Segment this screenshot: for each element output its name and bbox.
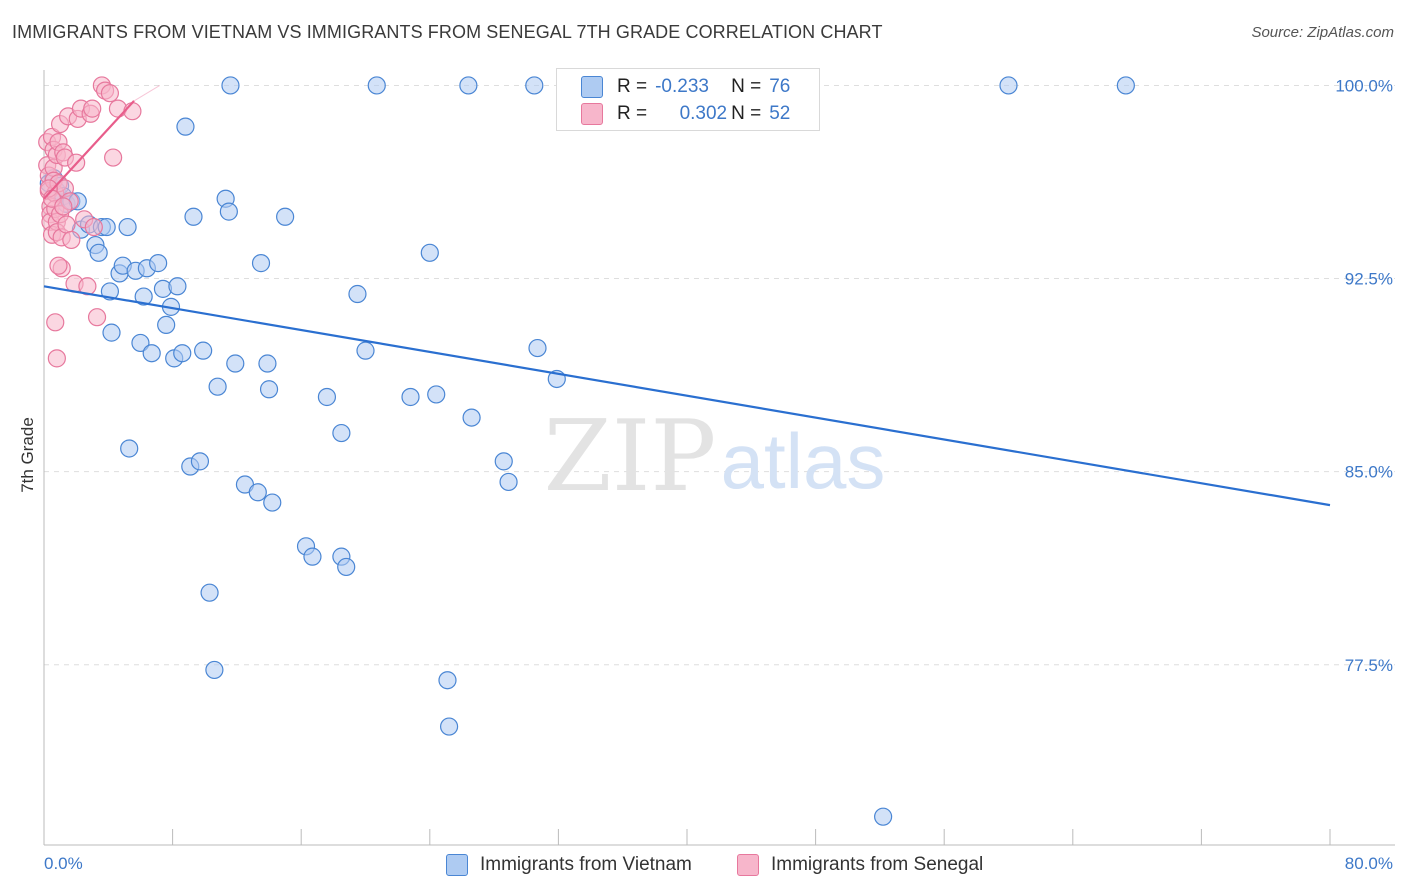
point-vietnam <box>134 287 153 306</box>
legend-r-value-senegal: 0.302 <box>679 103 728 124</box>
point-vietnam <box>999 76 1018 95</box>
tick-label-layer: 77.5% 85.0% 92.5% 100.0% 0.0% 80.0% <box>44 76 1393 873</box>
x-tick-label: 80.0% <box>1345 854 1393 873</box>
point-senegal <box>100 84 120 103</box>
point-senegal <box>54 197 73 216</box>
point-vietnam <box>348 284 367 304</box>
legend-r-value-vietnam: -0.233 <box>655 76 709 97</box>
point-senegal <box>49 256 68 275</box>
bottom-legend-swatch-vietnam <box>446 854 468 876</box>
grid-layer <box>44 84 1395 666</box>
point-vietnam <box>525 76 544 95</box>
watermark-atlas: atlas <box>721 417 886 505</box>
point-vietnam <box>205 660 224 680</box>
bottom-legend-label-senegal: Immigrants from Senegal <box>771 854 984 875</box>
point-vietnam <box>420 243 439 262</box>
legend-swatch-senegal <box>581 103 603 125</box>
point-vietnam <box>142 344 161 363</box>
trend-layer <box>43 85 1331 507</box>
point-vietnam <box>259 380 279 399</box>
bottom-legend-swatch-senegal <box>737 854 759 876</box>
point-vietnam <box>89 243 108 262</box>
stats-legend: R = -0.233 N = 76 R = 0.302 N = 52 <box>556 68 820 131</box>
point-vietnam <box>356 341 375 360</box>
point-vietnam <box>149 254 168 273</box>
point-vietnam <box>184 207 203 226</box>
legend-n-label: N = <box>731 76 762 97</box>
point-vietnam <box>251 254 271 273</box>
point-vietnam <box>528 338 547 358</box>
point-vietnam <box>1116 76 1135 95</box>
bottom-legend-senegal: Immigrants from Senegal <box>737 852 983 878</box>
point-vietnam <box>499 472 518 492</box>
point-senegal <box>87 308 107 327</box>
point-vietnam <box>462 408 481 427</box>
point-vietnam <box>303 547 322 566</box>
point-senegal <box>47 349 66 368</box>
bottom-legend-vietnam: Immigrants from Vietnam <box>446 852 692 878</box>
point-vietnam <box>337 557 356 577</box>
watermark: ZIP atlas <box>544 400 886 514</box>
y-tick-label: 77.5% <box>1345 656 1393 675</box>
point-senegal <box>57 215 76 234</box>
point-vietnam <box>194 341 213 360</box>
point-vietnam <box>157 315 176 335</box>
point-vietnam <box>190 452 210 471</box>
legend-swatch-vietnam <box>581 76 603 98</box>
point-vietnam <box>367 76 386 95</box>
legend-row-vietnam: R = -0.233 N = 76 <box>581 74 790 100</box>
point-senegal <box>123 102 142 121</box>
point-vietnam <box>438 671 457 690</box>
point-vietnam <box>276 207 295 226</box>
legend-n-label: N = <box>731 103 762 124</box>
legend-row-senegal: R = 0.302 N = 52 <box>581 101 790 127</box>
point-vietnam <box>226 354 245 373</box>
trendline-senegal-extension <box>133 85 160 102</box>
point-vietnam <box>168 277 187 296</box>
point-vietnam <box>176 117 195 136</box>
point-vietnam <box>317 387 337 407</box>
point-senegal <box>62 230 81 250</box>
point-vietnam <box>131 333 150 353</box>
point-vietnam <box>221 76 240 95</box>
point-vietnam <box>258 354 277 373</box>
point-vietnam <box>120 439 139 458</box>
legend-n-value-vietnam: 76 <box>769 76 791 97</box>
point-vietnam <box>263 493 282 512</box>
point-senegal <box>84 217 103 237</box>
points-layer <box>38 76 1135 826</box>
point-vietnam <box>427 385 446 404</box>
point-vietnam <box>200 583 219 602</box>
x-tick-label: 0.0% <box>44 854 83 873</box>
y-tick-label: 85.0% <box>1345 463 1393 482</box>
point-senegal <box>104 148 123 167</box>
point-senegal <box>46 313 65 332</box>
y-tick-label: 92.5% <box>1345 270 1393 289</box>
bottom-legend-label-vietnam: Immigrants from Vietnam <box>480 854 692 875</box>
point-vietnam <box>494 452 513 471</box>
legend-r-label: R = <box>617 103 648 124</box>
legend-r-label: R = <box>617 76 648 97</box>
trendline-senegal <box>43 100 135 200</box>
legend-n-value-senegal: 52 <box>769 103 791 124</box>
point-vietnam <box>248 483 267 502</box>
chart-title: IMMIGRANTS FROM VIETNAM VS IMMIGRANTS FR… <box>12 22 883 42</box>
point-vietnam <box>459 76 478 95</box>
point-senegal <box>83 99 102 118</box>
watermark-zip: ZIP <box>544 400 717 514</box>
point-vietnam <box>219 202 238 221</box>
point-vietnam <box>874 807 893 826</box>
y-tick-label: 100.0% <box>1335 76 1393 95</box>
point-vietnam <box>173 344 192 363</box>
axis-layer <box>43 70 1395 846</box>
point-vietnam <box>208 377 227 396</box>
point-vietnam <box>332 423 351 443</box>
point-vietnam <box>439 717 459 736</box>
point-vietnam <box>401 387 420 407</box>
point-vietnam <box>102 323 121 342</box>
trendline-vietnam <box>43 285 1331 507</box>
source-credit: Source: ZipAtlas.com <box>1251 24 1394 41</box>
point-vietnam <box>118 217 137 237</box>
